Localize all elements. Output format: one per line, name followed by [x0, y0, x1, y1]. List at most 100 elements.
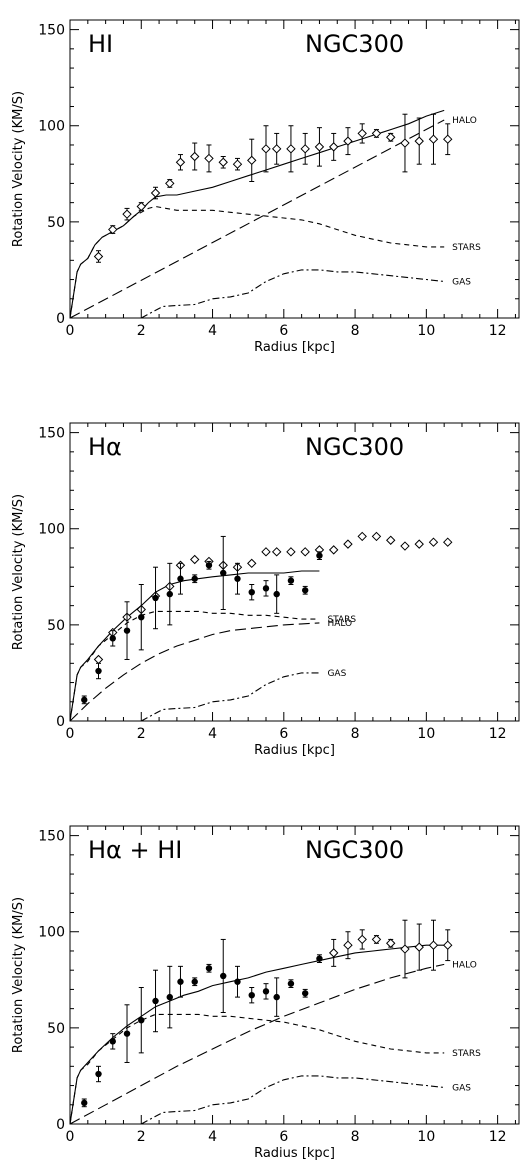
data-point-halpha: [205, 562, 213, 569]
data-point-halpha: [177, 575, 184, 582]
curve-label-halo: HALO: [327, 619, 352, 629]
data-point-hi: [165, 178, 175, 189]
data-point-hi: [190, 151, 200, 162]
data-point-hi: [136, 201, 146, 212]
data-point-hi: [428, 134, 439, 144]
x-axis-title: Radius [kpc]: [254, 1146, 335, 1161]
y-tick-label: 100: [38, 119, 65, 135]
x-tick-label: 10: [417, 1129, 435, 1145]
data-point-hi: [300, 547, 310, 557]
data-point-halpha: [273, 993, 280, 1001]
data-point-hi: [443, 537, 453, 547]
data-point-hi: [204, 153, 214, 164]
data-point-halpha: [248, 991, 255, 999]
data-point-hi: [328, 545, 339, 555]
data-point-hi: [300, 144, 310, 154]
chart-panel-1: 0 2 4 6 8 10 12 0 50 100 150 Radius [kpc] Rotation V…: [11, 19, 520, 355]
curve-label-gas: GAS: [452, 1083, 471, 1093]
y-tick-label: 150: [38, 426, 65, 442]
data-point-halpha: [273, 590, 280, 598]
y-axis-title: Rotation Velocity (KM/S): [11, 494, 26, 650]
data-point-hi: [357, 934, 367, 945]
data-point-halpha: [191, 978, 198, 985]
plot-frame: [69, 422, 520, 722]
data-point-hi: [218, 157, 228, 167]
data-point-halpha: [166, 993, 173, 1001]
x-axis-title: Radius [kpc]: [254, 743, 335, 758]
data-point-hi: [386, 938, 396, 948]
y-axis-title: Rotation Velocity (KM/S): [11, 91, 26, 247]
x-axis-title: Radius [kpc]: [254, 340, 335, 355]
data-point-halpha: [262, 988, 270, 995]
data-point-hi: [271, 547, 282, 557]
plot-frame: [69, 19, 520, 319]
data-point-halpha: [287, 980, 295, 987]
data-point-halpha: [95, 667, 102, 675]
data-point-hi: [443, 134, 453, 144]
curve-gas: [141, 269, 445, 319]
panel-title-right: NGC300: [305, 433, 404, 461]
data-point-hi: [150, 188, 161, 198]
panel-title-right: NGC300: [305, 30, 404, 58]
data-point-hi: [400, 138, 410, 148]
data-point-hi: [247, 558, 257, 569]
data-point-hi: [400, 541, 410, 551]
plot-frame: [69, 825, 520, 1125]
curve-label-stars: STARS: [452, 1049, 481, 1059]
data-point-hi: [428, 537, 439, 547]
data-point-halpha: [166, 590, 173, 598]
data-point-halpha: [234, 575, 241, 582]
data-point-hi: [386, 535, 396, 545]
data-point-hi: [357, 531, 367, 542]
data-point-hi: [428, 940, 439, 950]
data-point-hi: [371, 128, 382, 139]
data-point-halpha: [138, 613, 145, 621]
x-tick-label: 4: [208, 323, 217, 339]
y-tick-label: 0: [56, 1117, 65, 1133]
curve-stars: [69, 610, 320, 722]
curve-halo: [69, 119, 445, 319]
data-point-halpha: [301, 990, 309, 997]
data-point-hi: [357, 128, 367, 139]
x-tick-label: 2: [137, 1129, 146, 1145]
x-tick-label: 0: [66, 1129, 75, 1145]
data-point-hi: [443, 940, 453, 950]
curve-label-stars: STARS: [452, 243, 481, 253]
x-tick-label: 6: [279, 1129, 288, 1145]
data-point-halpha: [191, 575, 198, 582]
curve-label-halo: HALO: [452, 960, 477, 970]
data-point-halpha: [248, 588, 255, 596]
data-point-hi: [371, 531, 382, 542]
x-tick-label: 12: [489, 1129, 507, 1145]
curve-total: [69, 570, 320, 722]
data-point-halpha: [301, 587, 309, 594]
data-point-halpha: [177, 978, 184, 985]
data-point-hi: [386, 132, 396, 142]
data-point-hi: [93, 251, 104, 262]
data-point-hi: [343, 940, 353, 950]
data-point-halpha: [152, 594, 159, 602]
data-point-halpha: [262, 585, 270, 592]
y-tick-label: 0: [56, 714, 65, 730]
data-point-hi: [93, 654, 104, 665]
data-point-hi: [414, 942, 424, 952]
data-point-hi: [108, 224, 118, 235]
x-tick-label: 4: [208, 1129, 217, 1145]
chart-panel-3: 0 2 4 6 8 10 12 0 50 100 150 Radius [kpc] Rotation V…: [11, 825, 520, 1161]
y-axis-title: Rotation Velocity (KM/S): [11, 897, 26, 1053]
data-point-hi: [400, 944, 410, 954]
x-tick-label: 6: [279, 726, 288, 742]
x-tick-label: 8: [351, 323, 360, 339]
data-point-halpha: [152, 997, 159, 1005]
y-tick-label: 100: [38, 522, 65, 538]
data-point-halpha: [123, 627, 131, 634]
curve-stars: [69, 205, 445, 319]
curve-gas: [141, 672, 320, 722]
curve-halo: [69, 622, 320, 722]
data-point-hi: [261, 144, 271, 154]
panel-title-right: NGC300: [305, 836, 404, 864]
data-point-hi: [175, 157, 186, 167]
y-tick-label: 100: [38, 925, 65, 941]
x-tick-label: 2: [137, 323, 146, 339]
